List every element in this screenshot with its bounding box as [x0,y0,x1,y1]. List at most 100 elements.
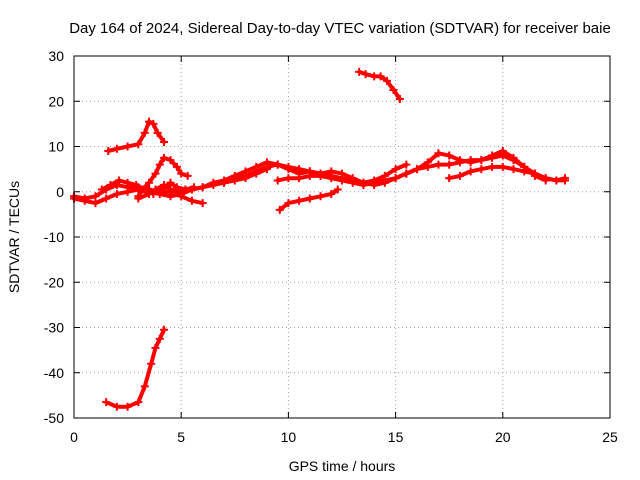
data-point [477,165,486,174]
data-point [402,160,411,169]
data-point [488,162,497,171]
data-point [112,402,121,411]
x-tick-label: 5 [177,429,185,445]
data-point [155,160,164,169]
data-point [359,180,368,189]
x-tick-label: 0 [70,429,78,445]
data-point [509,153,518,162]
data-point [389,85,398,94]
data-point [402,169,411,178]
data-point [370,178,379,187]
data-point [145,178,154,187]
data-point [541,174,550,183]
data-point [275,205,284,214]
data-point [198,199,207,208]
data-point [295,196,304,205]
series-arc-7 [102,325,169,411]
data-point [316,171,325,180]
series-arc-12 [445,162,569,185]
series-layer [70,67,569,411]
data-point [123,178,132,187]
data-point [383,76,392,85]
x-tick-label: 20 [495,429,511,445]
data-point [91,199,100,208]
data-point [123,402,132,411]
y-tick-label: -40 [44,365,64,381]
data-point [391,174,400,183]
y-tick-label: -10 [44,229,64,245]
data-point [166,156,175,165]
data-point [252,167,261,176]
data-point [262,162,271,171]
data-point [305,194,314,203]
data-point [530,169,539,178]
x-tick-label: 25 [602,429,618,445]
grid [73,55,611,419]
data-point [395,94,404,103]
data-point [455,171,464,180]
data-point [241,171,250,180]
series-arc-10 [355,67,404,103]
data-point [327,174,336,183]
y-axis-label: SDTVAR / TECUs [6,181,22,293]
data-point [106,180,115,189]
data-point [177,187,186,196]
data-point [273,176,282,185]
data-point [520,167,529,176]
y-tick-label: 20 [48,93,64,109]
chart-title: Day 164 of 2024, Sidereal Day-to-day VTE… [69,20,611,37]
x-tick-label: 10 [281,429,297,445]
data-point [198,183,207,192]
data-point [445,151,454,160]
data-point [295,174,304,183]
data-point [155,334,164,343]
data-point [434,160,443,169]
data-point [145,190,154,199]
data-point [560,176,569,185]
data-point [172,162,181,171]
data-point [123,142,132,151]
data-point [348,178,357,187]
data-point [166,178,175,187]
data-point [455,156,464,165]
data-point [134,398,143,407]
y-tick-labels: -50 -40 -30 -20 -10 0 10 20 30 [44,48,64,426]
data-point [338,176,346,185]
data-point [151,169,160,178]
data-point [187,196,196,205]
data-point [187,185,196,194]
data-point [333,185,342,194]
y-tick-label: 30 [48,48,64,64]
plot-frame [73,55,611,419]
y-tick-label: 0 [56,184,64,200]
data-point [140,382,149,391]
data-point [151,185,160,194]
data-point [160,180,169,189]
data-point [380,176,389,185]
data-point [91,192,100,201]
data-point [80,194,89,203]
data-point [220,178,229,187]
data-point [423,158,432,167]
data-point [361,70,370,79]
x-axis-label: GPS time / hours [289,458,396,474]
data-point [552,176,561,185]
data-point [104,147,113,156]
data-point [327,190,336,199]
data-point [151,343,160,352]
series-line [104,327,166,409]
data-point [140,128,149,137]
data-point [466,167,475,176]
series-arc-5 [134,153,192,201]
data-point [166,185,175,194]
data-point [445,160,454,169]
data-point [134,194,143,203]
data-point [160,153,169,162]
data-point [284,199,293,208]
data-point [445,174,454,183]
data-point [413,165,422,174]
data-point [149,119,158,128]
data-point [138,185,147,194]
data-point [466,158,475,167]
y-tick-label: -20 [44,274,64,290]
